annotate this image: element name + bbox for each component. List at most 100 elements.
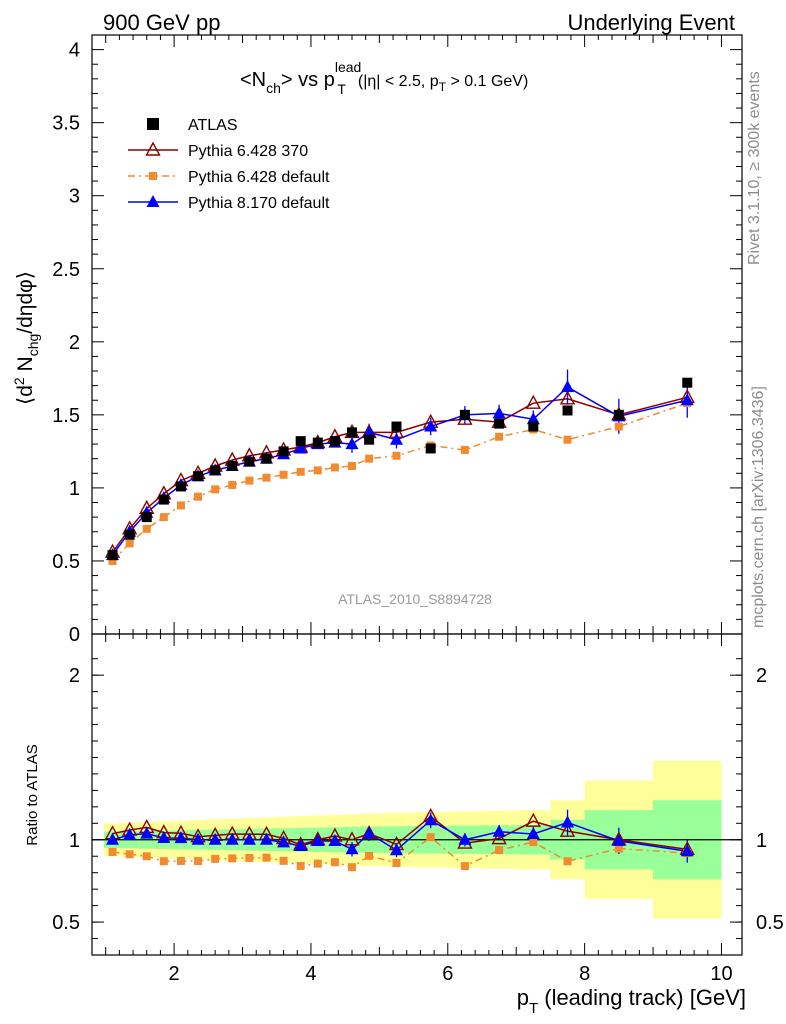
atlas-marker bbox=[193, 471, 204, 482]
p8-marker bbox=[208, 832, 222, 845]
atlas-marker bbox=[124, 529, 135, 540]
y-tick-label: 1 bbox=[69, 478, 80, 500]
p8-marker bbox=[345, 842, 359, 855]
atlas-marker bbox=[425, 443, 436, 454]
p6def-marker bbox=[330, 858, 339, 867]
atlas-marker bbox=[210, 465, 221, 476]
analysis-watermark: ATLAS_2010_S8894728 bbox=[338, 591, 492, 607]
p8-marker bbox=[492, 406, 506, 419]
p6def-marker bbox=[176, 856, 185, 865]
p6def-marker bbox=[296, 861, 305, 870]
atlas-marker bbox=[312, 437, 323, 448]
p8-marker bbox=[389, 843, 403, 856]
p8-marker bbox=[294, 441, 308, 454]
y-tick-label: 0.5 bbox=[52, 551, 80, 573]
x-tick-label: 6 bbox=[442, 963, 453, 985]
p8-marker bbox=[492, 824, 506, 837]
p6def-marker bbox=[614, 422, 623, 431]
y-tick-label: 3 bbox=[69, 186, 80, 208]
chart-title: <Nch> vs plead T (|η| < 2.5, pT > 0.1 GeV) bbox=[240, 59, 528, 97]
atlas-marker bbox=[494, 418, 505, 429]
p6def-marker bbox=[262, 473, 271, 482]
p6def-marker bbox=[313, 466, 322, 475]
p8-marker bbox=[311, 834, 325, 847]
p6def-marker bbox=[228, 854, 237, 863]
atlas-marker bbox=[347, 427, 357, 438]
atlas-marker bbox=[459, 409, 470, 420]
ratio-tick-label: 1 bbox=[69, 830, 80, 852]
p8-marker bbox=[362, 826, 376, 839]
p8-marker bbox=[561, 380, 575, 393]
p8-marker bbox=[424, 813, 438, 826]
p8-marker bbox=[345, 437, 359, 450]
atlas-marker bbox=[141, 512, 152, 523]
p6def-marker bbox=[529, 838, 538, 847]
p6def-marker bbox=[392, 858, 401, 867]
p6def-marker bbox=[392, 451, 401, 460]
atlas-marker bbox=[528, 421, 539, 432]
p6def-marker bbox=[125, 850, 134, 859]
p6def-marker bbox=[279, 470, 288, 479]
legend-label: ATLAS bbox=[188, 117, 238, 134]
x-tick-label: 8 bbox=[579, 963, 590, 985]
axis-ticks: 2 4 6 8 10 0 0.5 1 1.5 2 2.5 3 3.5 4 0.5 0.5 1 1 2 2 bbox=[52, 35, 784, 985]
p8-marker bbox=[526, 826, 540, 839]
atlas-marker bbox=[147, 118, 159, 130]
ratio-tick-label-right: 0.5 bbox=[756, 912, 784, 934]
p6-370-marker bbox=[525, 394, 541, 409]
p6def-marker bbox=[279, 856, 288, 865]
legend-label: Pythia 8.170 default bbox=[188, 195, 330, 212]
header-right: Underlying Event bbox=[567, 10, 735, 35]
p8-marker bbox=[328, 834, 342, 847]
p8-marker bbox=[362, 425, 376, 438]
p6-370-marker bbox=[145, 141, 161, 156]
p8-marker bbox=[106, 832, 120, 845]
atlas-marker bbox=[278, 446, 289, 457]
p6def-marker bbox=[108, 847, 117, 856]
p6def-marker bbox=[245, 476, 254, 485]
rivet-label: Rivet 3.1.10, ≥ 300k events bbox=[746, 71, 763, 265]
atlas-marker bbox=[158, 494, 169, 505]
p8-marker bbox=[242, 832, 256, 845]
p6def-marker bbox=[142, 852, 151, 861]
y-tick-label: 1.5 bbox=[52, 405, 80, 427]
atlas-marker bbox=[329, 436, 340, 447]
x-axis-label: pT (leading track) [GeV] bbox=[517, 985, 746, 1017]
y-tick-label: 4 bbox=[69, 40, 80, 62]
p6def-marker bbox=[495, 846, 504, 855]
p6def-marker bbox=[142, 524, 151, 533]
legend: ATLAS Pythia 6.428 370 Pythia 6.428 defaul… bbox=[128, 117, 330, 212]
atlas-marker bbox=[107, 550, 118, 561]
p6def-marker bbox=[245, 853, 254, 862]
p6def-marker bbox=[228, 480, 237, 489]
series-line-main bbox=[111, 402, 688, 562]
p8-marker bbox=[294, 839, 308, 852]
p8-marker bbox=[123, 827, 137, 840]
p6def-marker bbox=[365, 851, 374, 860]
p6-370-marker bbox=[491, 830, 507, 845]
p8-marker bbox=[277, 835, 291, 848]
atlas-marker bbox=[364, 434, 375, 445]
p6def-marker bbox=[330, 463, 339, 472]
atlas-marker bbox=[227, 460, 238, 471]
x-tick-label: 10 bbox=[710, 963, 732, 985]
p6def-marker bbox=[211, 854, 220, 863]
p8-marker bbox=[458, 832, 472, 845]
ratio-tick-label-right: 1 bbox=[756, 830, 767, 852]
mcplots-label: mcplots.cern.ch [arXiv:1306.3436] bbox=[750, 386, 767, 628]
x-tick-label: 4 bbox=[305, 963, 316, 985]
p8-marker bbox=[157, 830, 171, 843]
header-left: 900 GeV pp bbox=[103, 10, 220, 35]
ratio-plot-frame bbox=[91, 633, 743, 956]
p8-marker bbox=[225, 832, 239, 845]
ratio-tick-label: 0.5 bbox=[52, 912, 80, 934]
p6def-marker bbox=[313, 859, 322, 868]
p6def-marker bbox=[159, 857, 168, 866]
atlas-marker bbox=[295, 436, 306, 447]
p6def-marker bbox=[563, 435, 572, 444]
series-line-ratio bbox=[112, 836, 688, 869]
p8-marker bbox=[174, 831, 188, 844]
y-tick-label: 0 bbox=[69, 624, 80, 646]
atlas-marker bbox=[613, 409, 624, 420]
